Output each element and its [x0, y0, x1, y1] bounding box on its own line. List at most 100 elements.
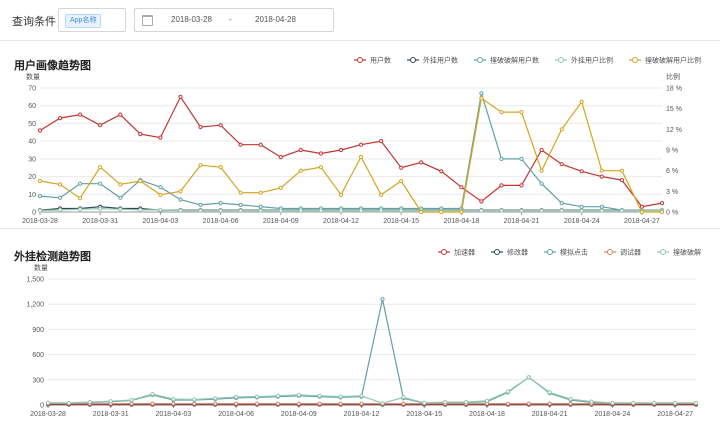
chart1-data-point	[238, 142, 243, 147]
chart1-data-point	[619, 178, 625, 183]
chart1-data-point	[238, 202, 243, 207]
chart1-data-point	[198, 124, 203, 130]
chart2-data-point	[296, 392, 301, 397]
chart1-y2axis-title: 比例	[666, 72, 680, 81]
chart2-data-point	[505, 389, 510, 394]
chart2-data-point	[87, 400, 92, 405]
chart1-data-point	[198, 163, 203, 168]
chart2-data-point	[568, 401, 573, 406]
chart1-data-point	[218, 201, 223, 206]
query-label: 查询条件	[12, 16, 56, 28]
chart1-data-point	[499, 208, 504, 213]
chart1-data-point	[298, 168, 303, 173]
chart2-xtick-label: 2018-04-03	[156, 411, 192, 418]
chart1-data-point	[258, 204, 263, 209]
chart1-data-point	[599, 204, 604, 209]
chart2-series-line	[48, 376, 696, 404]
chart1-data-point	[659, 209, 665, 215]
chart2-data-point	[547, 390, 552, 395]
chart1-ytick-label: 70	[28, 86, 36, 93]
chart2-data-point	[422, 400, 427, 405]
chart2-data-point	[338, 394, 343, 399]
chart1-data-point	[218, 208, 223, 213]
chart1-data-point	[479, 208, 484, 213]
query-bar: 查询条件 App名称 2018-03-28 - 2018-04-28	[0, 0, 720, 41]
app-select[interactable]: App名称	[58, 8, 126, 32]
calendar-icon	[142, 15, 153, 26]
chart1-data-point	[298, 208, 303, 213]
chart1-data-point	[58, 195, 63, 200]
app-tag[interactable]: App名称	[65, 14, 102, 28]
chart2-xtick-label: 2018-04-09	[281, 411, 317, 418]
chart1-data-point	[479, 199, 484, 204]
chart1-data-point	[118, 207, 123, 212]
chart2-data-point	[673, 400, 678, 405]
chart1-data-point	[459, 185, 464, 190]
chart2-ytick-label: 900	[32, 327, 44, 334]
chart1-series-line	[39, 207, 662, 212]
chart2-ytick-label: 600	[32, 352, 44, 359]
chart2-data-point	[275, 393, 280, 398]
chart2-data-point	[296, 401, 301, 406]
chart2-data-point	[380, 401, 385, 406]
chart1-data-point	[399, 165, 404, 170]
chart1-ytick-label: 20	[28, 174, 36, 181]
chart1-data-point	[37, 178, 43, 184]
chart1-y2tick-label: 12 %	[666, 127, 682, 134]
chart1-data-point	[559, 127, 564, 132]
chart2-yaxis-title: 数量	[34, 263, 48, 272]
chart1-data-point	[639, 204, 645, 209]
chart1-xtick-label: 2018-03-31	[82, 218, 118, 225]
chart2-data-point	[129, 401, 134, 406]
chart1-data-point	[58, 182, 63, 187]
chart2-data-point	[464, 400, 469, 405]
chart1-data-point	[218, 123, 223, 128]
chart1-data-point	[439, 169, 444, 174]
chart2-data-point	[568, 397, 573, 402]
date-range-picker[interactable]: 2018-03-28 - 2018-04-28	[134, 8, 334, 32]
chart1-data-point	[519, 208, 524, 213]
chart2-data-point	[338, 401, 343, 406]
chart1-data-point	[78, 196, 83, 201]
chart2-data-point	[652, 400, 657, 405]
chart2-ytick-label: 1,200	[26, 302, 44, 309]
chart2-data-point	[359, 401, 364, 406]
start-date[interactable]: 2018-03-28	[171, 15, 212, 24]
chart2-legend-marker	[494, 249, 500, 255]
chart1-data-point	[138, 178, 143, 184]
chart1-data-point	[278, 208, 283, 213]
chart1-data-point	[338, 192, 344, 197]
chart1-legend-marker	[357, 57, 363, 63]
chart1-data-point	[399, 208, 404, 213]
chart1-ytick-label: 30	[28, 156, 36, 163]
chart1-y2tick-label: 15 %	[666, 106, 682, 113]
chart1-data-point	[98, 165, 103, 170]
chart1-data-point	[98, 123, 103, 128]
chart2-legend-label: 模拟点击	[560, 248, 588, 257]
chart1-data-point	[479, 96, 484, 101]
chart1-data-point	[379, 208, 384, 213]
chart2-data-point	[254, 401, 260, 406]
chart2-xtick-label: 2018-04-27	[657, 411, 693, 418]
divider	[0, 228, 720, 229]
chart1-data-point	[639, 209, 645, 215]
chart1-y2tick-label: 0 %	[666, 210, 678, 217]
chart2-data-point	[526, 401, 531, 406]
chart2-data-point	[317, 393, 322, 398]
chart1-data-point	[178, 94, 183, 100]
chart1-data-point	[358, 154, 364, 159]
chart2-data-point	[589, 399, 594, 404]
chart2-legend-label: 调试器	[620, 248, 641, 257]
chart1-legend-label: 用户数	[370, 56, 391, 65]
chart2-ytick-label: 1,500	[26, 277, 44, 284]
chart1-data-point	[579, 208, 584, 213]
chart1-data-point	[599, 208, 604, 213]
chart2-xtick-label: 2018-03-31	[93, 411, 129, 418]
chart1-data-point	[37, 208, 43, 213]
chart2-data-point	[317, 401, 322, 406]
chart1-data-point	[599, 168, 604, 173]
chart2-data-point	[108, 399, 113, 404]
end-date[interactable]: 2018-04-28	[255, 15, 296, 24]
chart2-legend-label: 加速器	[454, 248, 475, 257]
chart1-data-point	[98, 181, 103, 186]
